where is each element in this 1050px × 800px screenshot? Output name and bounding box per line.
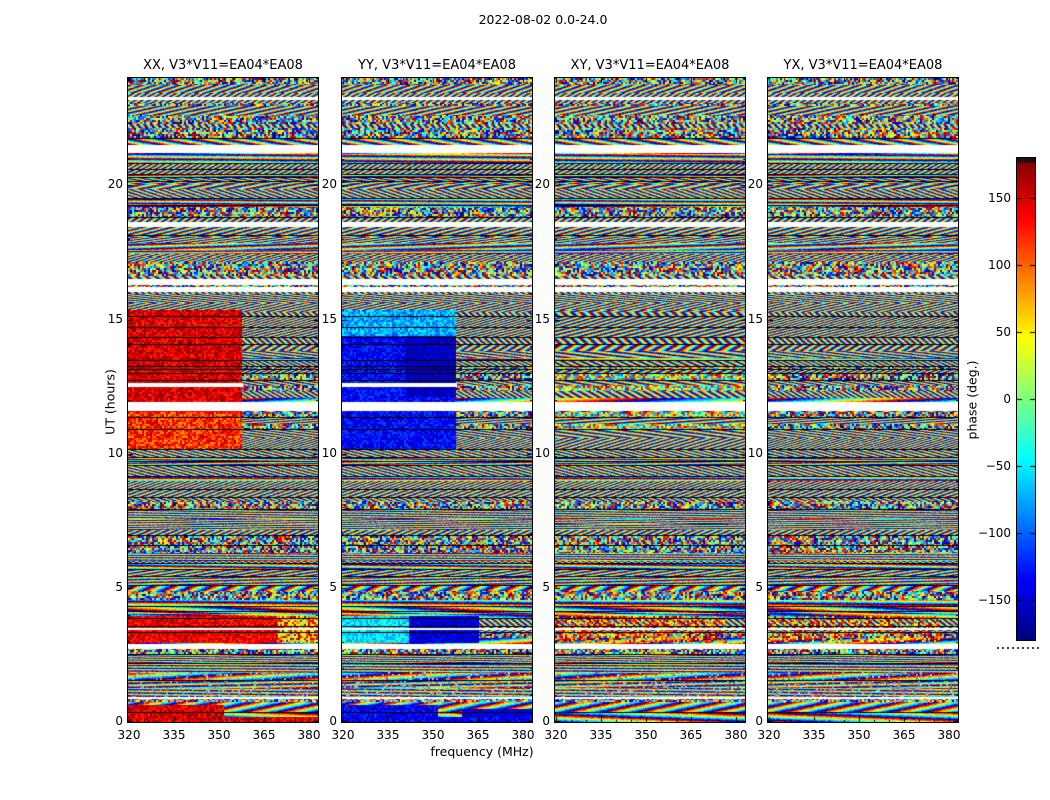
y-tick-label: 15 — [534, 311, 550, 326]
x-tick-label: 365 — [679, 728, 703, 742]
heatmap-canvas-yx — [768, 78, 958, 722]
x-tick-label: 335 — [802, 728, 826, 742]
x-tick-label: 350 — [207, 728, 231, 742]
x-tick-label: 365 — [466, 728, 490, 742]
y-tick-label: 0 — [542, 714, 550, 728]
y-tick-label: 15 — [321, 311, 337, 326]
y-axis-label: UT (hours) — [102, 369, 118, 435]
x-tick-label: 365 — [892, 728, 916, 742]
x-tick-label: 365 — [252, 728, 276, 742]
heatmap-canvas-xy — [555, 78, 745, 722]
x-axis-label: frequency (MHz) — [430, 744, 534, 759]
y-tick-label: 20 — [321, 177, 337, 192]
colorbar-tick-label: −50 — [985, 458, 1011, 473]
y-tick-label: 0 — [329, 714, 337, 728]
colorbar-underflow-dots — [997, 647, 1039, 649]
x-tick-label: 320 — [331, 728, 355, 742]
x-tick-label: 335 — [376, 728, 400, 742]
x-tick-label: 335 — [162, 728, 186, 742]
x-tick-label: 350 — [421, 728, 445, 742]
panel-title-xx: XX, V3*V11=EA04*EA08 — [143, 58, 303, 73]
y-tick-label: 0 — [115, 714, 123, 728]
y-tick-label: 5 — [542, 579, 550, 594]
y-tick-label: 0 — [755, 714, 763, 728]
y-tick-label: 10 — [747, 445, 763, 460]
x-tick-label: 320 — [757, 728, 781, 742]
colorbar-tick-label: 150 — [988, 191, 1011, 206]
x-tick-label: 380 — [937, 728, 961, 742]
colorbar-gradient — [1017, 158, 1035, 640]
colorbar-tick-label: −150 — [978, 592, 1011, 607]
colorbar-tick-label: 100 — [988, 258, 1011, 273]
y-tick-label: 10 — [107, 445, 123, 460]
x-tick-label: 320 — [544, 728, 568, 742]
x-tick-label: 350 — [634, 728, 658, 742]
colorbar-tick-label: 50 — [995, 325, 1011, 340]
y-tick-label: 10 — [321, 445, 337, 460]
heatmap-canvas-yy — [342, 78, 532, 722]
x-tick-label: 320 — [117, 728, 141, 742]
y-tick-label: 20 — [747, 177, 763, 192]
y-tick-label: 5 — [329, 579, 337, 594]
y-tick-label: 10 — [534, 445, 550, 460]
panel-xx — [127, 77, 319, 723]
panel-xy — [554, 77, 746, 723]
x-tick-label: 380 — [724, 728, 748, 742]
y-tick-label: 20 — [534, 177, 550, 192]
x-tick-label: 380 — [511, 728, 535, 742]
x-tick-label: 380 — [297, 728, 321, 742]
colorbar-tick-label: −100 — [978, 525, 1011, 540]
panel-title-xy: XY, V3*V11=EA04*EA08 — [570, 58, 730, 73]
colorbar-tick-label: 0 — [1003, 392, 1011, 406]
panel-yy — [341, 77, 533, 723]
figure-title: 2022-08-02 0.0-24.0 — [478, 12, 608, 27]
y-tick-label: 20 — [107, 177, 123, 192]
y-tick-label: 5 — [755, 579, 763, 594]
panel-title-yx: YX, V3*V11=EA04*EA08 — [783, 58, 943, 73]
y-tick-label: 5 — [115, 579, 123, 594]
x-tick-label: 350 — [847, 728, 871, 742]
colorbar-label: phase (deg.) — [964, 360, 980, 440]
y-tick-label: 15 — [747, 311, 763, 326]
y-tick-label: 15 — [107, 311, 123, 326]
x-tick-label: 335 — [589, 728, 613, 742]
panel-title-yy: YY, V3*V11=EA04*EA08 — [358, 58, 516, 73]
heatmap-canvas-xx — [128, 78, 318, 722]
colorbar — [1016, 157, 1036, 641]
panel-yx — [767, 77, 959, 723]
